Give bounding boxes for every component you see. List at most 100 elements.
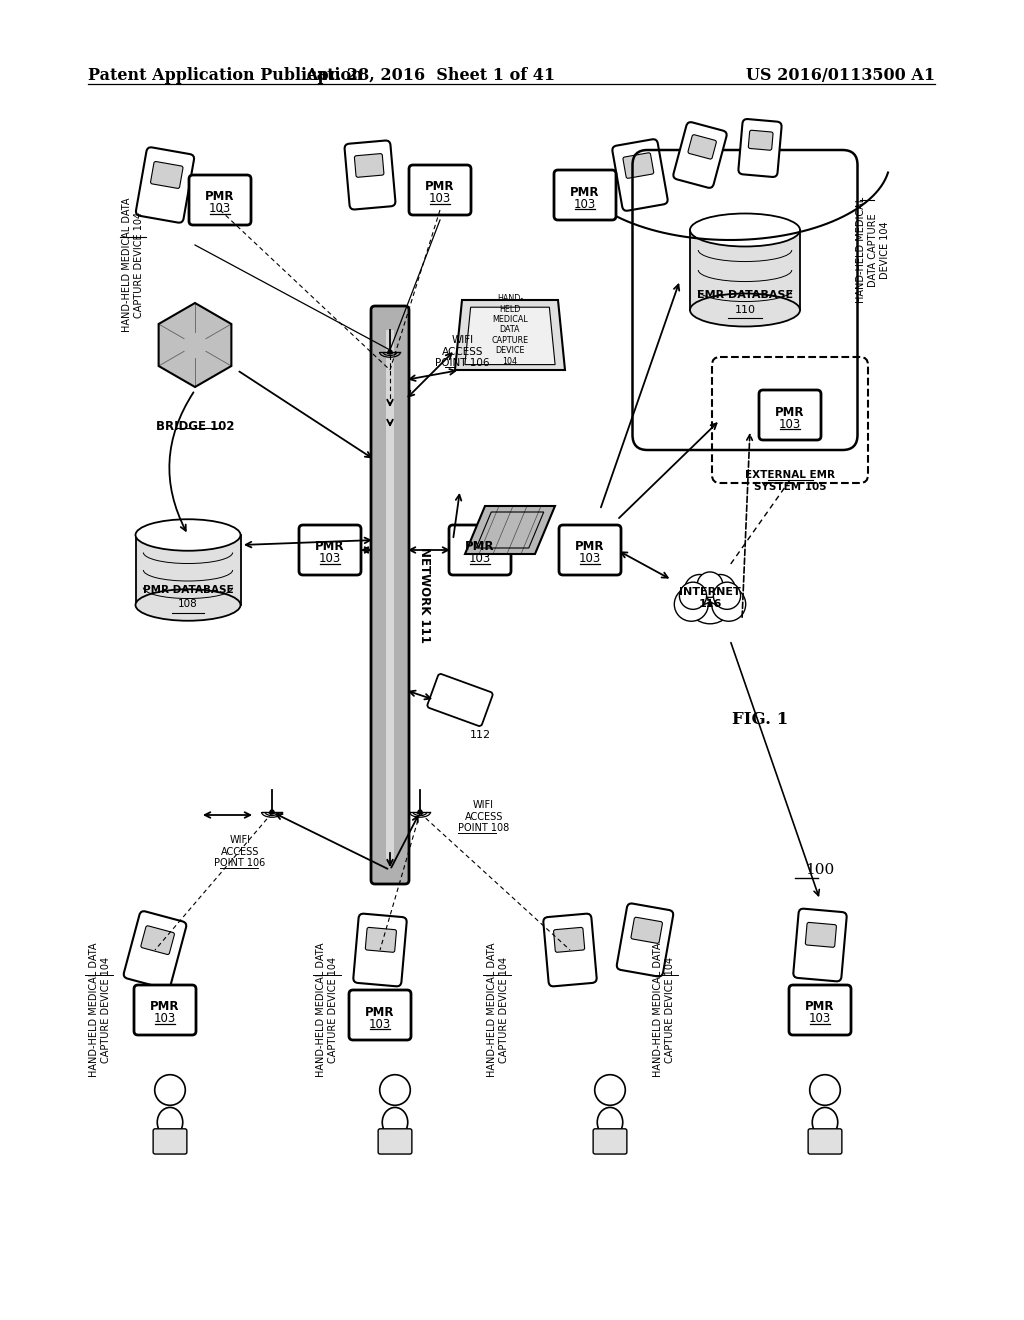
FancyBboxPatch shape (299, 525, 361, 576)
FancyBboxPatch shape (345, 140, 395, 210)
FancyBboxPatch shape (616, 903, 673, 977)
FancyBboxPatch shape (189, 176, 251, 224)
Circle shape (686, 577, 734, 624)
FancyBboxPatch shape (612, 139, 668, 211)
FancyBboxPatch shape (759, 389, 821, 440)
Circle shape (684, 574, 715, 605)
Text: PMR: PMR (425, 181, 455, 194)
Circle shape (697, 572, 723, 598)
FancyBboxPatch shape (805, 923, 837, 948)
Text: US 2016/0113500 A1: US 2016/0113500 A1 (745, 66, 935, 83)
FancyBboxPatch shape (349, 990, 411, 1040)
Text: 112: 112 (469, 730, 490, 741)
FancyBboxPatch shape (674, 123, 727, 187)
FancyBboxPatch shape (688, 135, 717, 160)
Bar (690, 230, 800, 310)
Circle shape (679, 582, 707, 610)
Text: 103: 103 (579, 553, 601, 565)
FancyBboxPatch shape (141, 925, 174, 954)
Ellipse shape (158, 1107, 182, 1137)
Text: FIG. 1: FIG. 1 (732, 711, 788, 729)
Text: 103: 103 (318, 553, 341, 565)
FancyBboxPatch shape (449, 525, 511, 576)
Text: 103: 103 (429, 193, 452, 206)
FancyBboxPatch shape (366, 928, 396, 952)
Text: WIFI
ACCESS
POINT 106: WIFI ACCESS POINT 106 (214, 836, 265, 869)
FancyBboxPatch shape (554, 928, 585, 952)
FancyBboxPatch shape (136, 148, 195, 223)
Text: 103: 103 (779, 417, 801, 430)
Text: HAND-HELD MEDICAL DATA
CAPTURE DEVICE 104: HAND-HELD MEDICAL DATA CAPTURE DEVICE 10… (653, 942, 675, 1077)
Text: HAND-HELD MEDICAL DATA
CAPTURE DEVICE 104: HAND-HELD MEDICAL DATA CAPTURE DEVICE 10… (316, 942, 338, 1077)
Circle shape (705, 574, 735, 605)
Text: 103: 103 (809, 1012, 831, 1026)
Text: Apr. 28, 2016  Sheet 1 of 41: Apr. 28, 2016 Sheet 1 of 41 (305, 66, 555, 83)
FancyBboxPatch shape (790, 985, 851, 1035)
FancyBboxPatch shape (124, 911, 186, 989)
Polygon shape (159, 304, 231, 387)
Circle shape (595, 1074, 626, 1105)
FancyBboxPatch shape (154, 1129, 186, 1154)
Text: 103: 103 (573, 198, 596, 210)
FancyBboxPatch shape (808, 1129, 842, 1154)
Text: HAND-
HELD
MEDICAL
DATA
CAPTURE
DEVICE
104: HAND- HELD MEDICAL DATA CAPTURE DEVICE 1… (492, 294, 528, 366)
Text: 103: 103 (209, 202, 231, 215)
Text: HAND-HELD MEDICAL
DATA CAPTURE
DEVICE 104: HAND-HELD MEDICAL DATA CAPTURE DEVICE 10… (856, 197, 890, 304)
Text: 103: 103 (369, 1018, 391, 1031)
Text: 110: 110 (734, 305, 756, 315)
Ellipse shape (812, 1107, 838, 1137)
FancyBboxPatch shape (544, 913, 597, 986)
Polygon shape (455, 300, 565, 370)
Text: HAND-HELD MEDICAL DATA
CAPTURE DEVICE 104: HAND-HELD MEDICAL DATA CAPTURE DEVICE 10… (487, 942, 509, 1077)
Text: PMR: PMR (151, 1001, 180, 1014)
Text: PMR: PMR (205, 190, 234, 203)
Text: HAND-HELD MEDICAL DATA
CAPTURE DEVICE 104: HAND-HELD MEDICAL DATA CAPTURE DEVICE 10… (122, 198, 143, 333)
Text: 100: 100 (805, 863, 835, 876)
Text: BRIDGE 102: BRIDGE 102 (156, 420, 234, 433)
Circle shape (270, 810, 274, 814)
Bar (386, 330, 394, 861)
Circle shape (712, 587, 745, 622)
FancyBboxPatch shape (409, 165, 471, 215)
Circle shape (388, 350, 392, 354)
FancyBboxPatch shape (559, 525, 621, 576)
FancyBboxPatch shape (738, 119, 781, 177)
Text: PMR: PMR (805, 1001, 835, 1014)
Text: PMR: PMR (315, 540, 345, 553)
Text: EXTERNAL EMR
SYSTEM 105: EXTERNAL EMR SYSTEM 105 (745, 470, 835, 491)
Ellipse shape (690, 293, 800, 326)
FancyBboxPatch shape (354, 153, 384, 177)
Text: NETWORK 111: NETWORK 111 (418, 546, 431, 643)
Text: Patent Application Publication: Patent Application Publication (88, 66, 362, 83)
Text: PMR: PMR (570, 186, 600, 198)
FancyBboxPatch shape (554, 170, 616, 220)
FancyBboxPatch shape (749, 131, 773, 150)
FancyBboxPatch shape (151, 161, 183, 189)
Text: HAND-HELD MEDICAL DATA
CAPTURE DEVICE 104: HAND-HELD MEDICAL DATA CAPTURE DEVICE 10… (89, 942, 111, 1077)
Bar (135, 535, 241, 605)
Circle shape (418, 810, 422, 814)
Circle shape (674, 587, 709, 622)
Text: WIFI
ACCESS
POINT 106: WIFI ACCESS POINT 106 (435, 335, 489, 368)
FancyBboxPatch shape (631, 917, 663, 944)
Polygon shape (465, 506, 555, 554)
Text: EMR DATABASE: EMR DATABASE (697, 290, 793, 300)
FancyBboxPatch shape (353, 913, 407, 986)
Text: 103: 103 (154, 1012, 176, 1026)
FancyBboxPatch shape (794, 908, 847, 981)
Text: PMR DATABASE: PMR DATABASE (142, 585, 233, 595)
Circle shape (810, 1074, 841, 1105)
FancyBboxPatch shape (623, 153, 653, 178)
Text: 103: 103 (469, 553, 492, 565)
Circle shape (380, 1074, 411, 1105)
Text: WIFI
ACCESS
POINT 108: WIFI ACCESS POINT 108 (458, 800, 509, 833)
Text: PMR: PMR (775, 405, 805, 418)
Ellipse shape (135, 589, 241, 620)
FancyBboxPatch shape (593, 1129, 627, 1154)
Text: PMR: PMR (465, 540, 495, 553)
Ellipse shape (135, 519, 241, 550)
Circle shape (155, 1074, 185, 1105)
Text: PMR: PMR (366, 1006, 394, 1019)
FancyBboxPatch shape (378, 1129, 412, 1154)
FancyBboxPatch shape (134, 985, 196, 1035)
